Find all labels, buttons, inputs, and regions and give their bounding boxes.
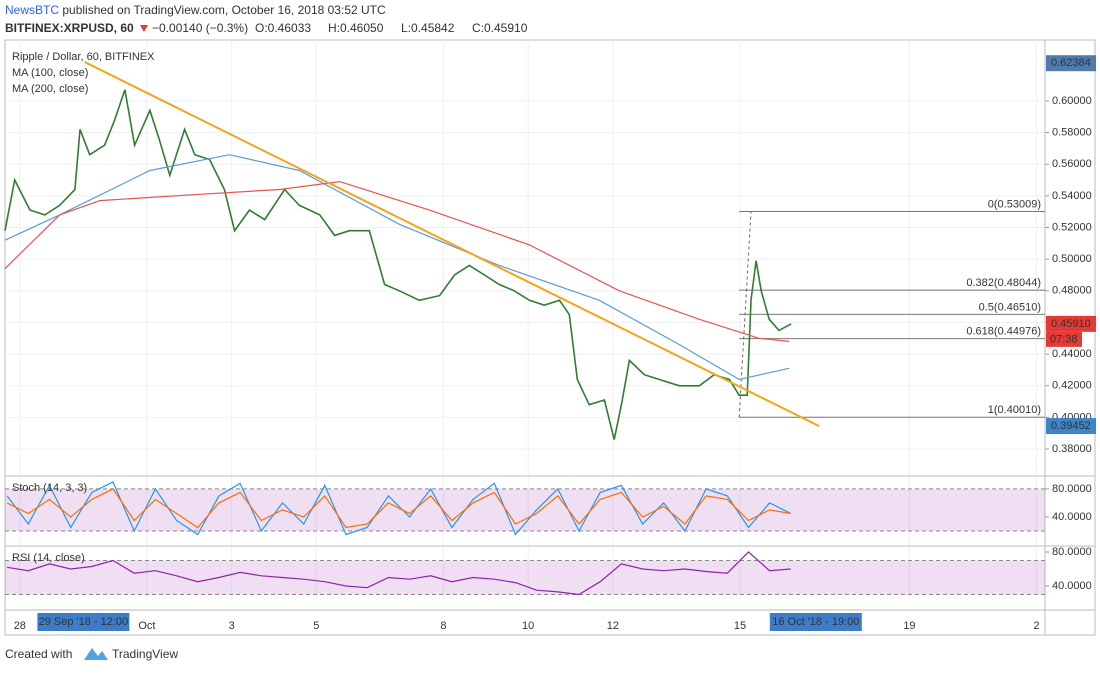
y-tick-label: 40.0000	[1052, 580, 1092, 592]
tradingview-logo	[84, 648, 108, 660]
series-line	[4, 89, 792, 440]
y-tick-label: 0.54000	[1052, 190, 1092, 202]
band	[5, 488, 1045, 531]
x-tick-label: Oct	[138, 620, 155, 632]
x-tick-label: 12	[607, 620, 619, 632]
low: L:0.45842	[401, 21, 455, 35]
series-line	[4, 154, 790, 381]
x-tick-label: 10	[522, 620, 534, 632]
time-marker	[37, 613, 130, 631]
countdown: 07:38	[1050, 333, 1078, 345]
trendline	[84, 61, 820, 428]
footer-brand[interactable]: TradingView	[112, 647, 178, 661]
pane-title: Ripple / Dollar, 60, BITFINEX	[12, 51, 155, 63]
high: H:0.46050	[328, 21, 384, 35]
fib-trend	[738, 211, 752, 418]
header-text: published on TradingView.com, October 16…	[59, 3, 386, 17]
header: NewsBTC published on TradingView.com, Oc…	[5, 3, 386, 17]
y-tick-label: 0.42000	[1052, 380, 1092, 392]
legend-entry: MA (100, close)	[12, 67, 88, 79]
last-price	[1046, 315, 1096, 332]
y-tick-label: 80.0000	[1052, 483, 1092, 495]
y-tick-label: 0.38000	[1052, 443, 1092, 455]
time-marker	[769, 613, 862, 631]
fib-label: 0.5(0.46510)	[979, 301, 1041, 313]
pane-title: RSI (14, close)	[12, 552, 85, 564]
x-tick-label: 8	[440, 620, 446, 632]
price-marker	[1046, 418, 1096, 435]
footer-created: Created with	[5, 647, 72, 661]
y-tick-label: 0.60000	[1052, 95, 1092, 107]
last-price-label: 0.45910	[1051, 318, 1091, 330]
close: C:0.45910	[472, 21, 528, 35]
y-tick-label: 0.58000	[1052, 126, 1092, 138]
publisher: NewsBTC	[5, 3, 59, 17]
fib-label: 1(0.40010)	[988, 404, 1041, 416]
open: O:0.46033	[255, 21, 311, 35]
x-tick-label: 19	[903, 620, 915, 632]
fib-label: 0(0.53009)	[988, 198, 1041, 210]
price-marker-label: 0.39452	[1051, 420, 1091, 432]
price-marker-label: 0.62384	[1051, 57, 1091, 69]
time-marker-label: 29 Sep '18 - 12:00	[39, 616, 129, 628]
chart-frame	[4, 39, 1096, 636]
symbol: BITFINEX:XRPUSD, 60	[5, 21, 134, 35]
change: −0.00140 (−0.3%)	[152, 21, 248, 35]
x-tick-label: 15	[734, 620, 746, 632]
time-marker-label: 16 Oct '18 - 19:00	[772, 616, 859, 628]
y-tick-label: 0.52000	[1052, 221, 1092, 233]
series-line	[4, 180, 790, 342]
x-tick-label: 5	[313, 620, 319, 632]
band	[5, 560, 1045, 595]
x-tick-label: 28	[14, 620, 26, 632]
pane-title: Stoch (14, 3, 3)	[12, 482, 87, 494]
y-tick-label: 0.48000	[1052, 285, 1092, 297]
y-tick-label: 0.50000	[1052, 253, 1092, 265]
fib-label: 0.618(0.44976)	[966, 326, 1041, 338]
down-icon	[140, 25, 148, 32]
series-line	[6, 488, 791, 529]
fib-label: 0.382(0.48044)	[966, 277, 1041, 289]
y-tick-label: 0.56000	[1052, 158, 1092, 170]
y-tick-label: 40.0000	[1052, 511, 1092, 523]
y-tick-label: 0.44000	[1052, 348, 1092, 360]
countdown-box	[1046, 331, 1082, 347]
price-marker	[1046, 55, 1096, 72]
y-tick-label: 80.0000	[1052, 546, 1092, 558]
legend-entry: MA (200, close)	[12, 83, 88, 95]
series-line	[6, 481, 792, 536]
x-tick-label: 2	[1033, 620, 1039, 632]
series-line	[7, 551, 791, 596]
x-tick-label: 3	[229, 620, 235, 632]
